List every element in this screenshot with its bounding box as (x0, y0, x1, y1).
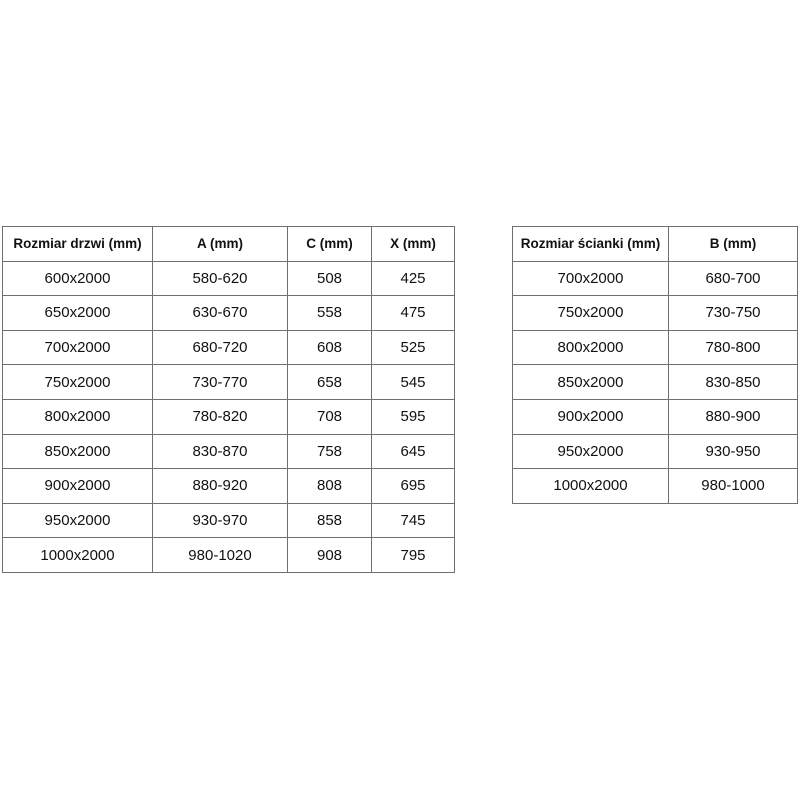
table-cell: 780-820 (152, 398, 288, 435)
table-cell: 750x2000 (2, 364, 153, 400)
table-cell: 475 (371, 295, 455, 331)
table-row: 900x2000 880-920 808 695 (2, 468, 455, 504)
table-cell: 858 (287, 502, 372, 539)
table-cell: 908 (287, 537, 372, 573)
table-cell: 545 (371, 364, 455, 400)
table-cell: 980-1020 (152, 537, 288, 573)
table-row: 750x2000 730-770 658 545 (2, 364, 455, 400)
table-cell: 730-750 (668, 295, 798, 331)
table-row: 700x2000 680-720 608 525 (2, 329, 455, 366)
table-row: 900x2000 880-900 (512, 398, 798, 435)
table-cell: 1000x2000 (512, 468, 669, 504)
table-row: 1000x2000 980-1000 (512, 468, 798, 504)
table-cell: 930-950 (668, 433, 798, 470)
table-row: 800x2000 780-800 (512, 329, 798, 366)
table-cell: 750x2000 (512, 295, 669, 331)
table-cell: 558 (287, 295, 372, 331)
table-row: 1000x2000 980-1020 908 795 (2, 537, 455, 573)
table-cell: 808 (287, 468, 372, 504)
table-row: 700x2000 680-700 (512, 260, 798, 297)
table-cell: 1000x2000 (2, 537, 153, 573)
table-row: 600x2000 580-620 508 425 (2, 260, 455, 297)
table-cell: 680-700 (668, 260, 798, 297)
table-cell: 830-870 (152, 433, 288, 470)
table-row: 650x2000 630-670 558 475 (2, 295, 455, 331)
column-header: Rozmiar drzwi (mm) (2, 226, 153, 262)
table-cell: 700x2000 (2, 329, 153, 366)
table-cell: 700x2000 (512, 260, 669, 297)
table-cell: 580-620 (152, 260, 288, 297)
table-cell: 800x2000 (2, 398, 153, 435)
table-cell: 608 (287, 329, 372, 366)
table-cell: 800x2000 (512, 329, 669, 366)
table-cell: 880-920 (152, 468, 288, 504)
table-cell: 830-850 (668, 364, 798, 400)
table-cell: 525 (371, 329, 455, 366)
table-header-row: Rozmiar drzwi (mm) A (mm) C (mm) X (mm) (2, 226, 455, 262)
table-cell: 780-800 (668, 329, 798, 366)
table-row: 750x2000 730-750 (512, 295, 798, 331)
table-cell: 930-970 (152, 502, 288, 539)
column-header: A (mm) (152, 226, 288, 262)
wall-size-table: Rozmiar ścianki (mm) B (mm) 700x2000 680-7… (512, 226, 798, 504)
table-cell: 850x2000 (512, 364, 669, 400)
table-cell: 695 (371, 468, 455, 504)
table-cell: 630-670 (152, 295, 288, 331)
table-cell: 880-900 (668, 398, 798, 435)
table-cell: 650x2000 (2, 295, 153, 331)
table-cell: 658 (287, 364, 372, 400)
table-cell: 708 (287, 398, 372, 435)
table-row: 850x2000 830-850 (512, 364, 798, 400)
table-cell: 950x2000 (2, 502, 153, 539)
table-cell: 425 (371, 260, 455, 297)
table-cell: 758 (287, 433, 372, 470)
table-cell: 850x2000 (2, 433, 153, 470)
table-cell: 508 (287, 260, 372, 297)
table-cell: 730-770 (152, 364, 288, 400)
table-row: 950x2000 930-970 858 745 (2, 502, 455, 539)
column-header: B (mm) (668, 226, 798, 262)
table-cell: 950x2000 (512, 433, 669, 470)
table-cell: 900x2000 (2, 468, 153, 504)
table-cell: 795 (371, 537, 455, 573)
table-cell: 900x2000 (512, 398, 669, 435)
table-row: 950x2000 930-950 (512, 433, 798, 470)
column-header: Rozmiar ścianki (mm) (512, 226, 669, 262)
column-header: X (mm) (371, 226, 455, 262)
door-size-table: Rozmiar drzwi (mm) A (mm) C (mm) X (mm) 600… (2, 226, 455, 573)
table-header-row: Rozmiar ścianki (mm) B (mm) (512, 226, 798, 262)
table-cell: 745 (371, 502, 455, 539)
column-header: C (mm) (287, 226, 372, 262)
table-cell: 600x2000 (2, 260, 153, 297)
table-row: 800x2000 780-820 708 595 (2, 398, 455, 435)
table-cell: 645 (371, 433, 455, 470)
table-cell: 680-720 (152, 329, 288, 366)
table-row: 850x2000 830-870 758 645 (2, 433, 455, 470)
table-cell: 980-1000 (668, 468, 798, 504)
table-cell: 595 (371, 398, 455, 435)
